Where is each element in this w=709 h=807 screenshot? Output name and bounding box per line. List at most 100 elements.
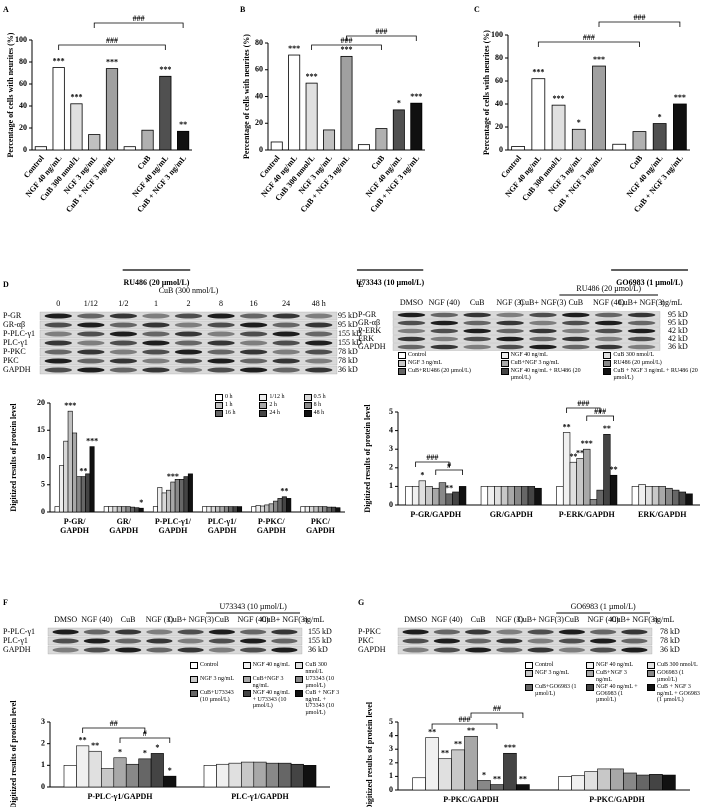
- legend-swatch: [190, 690, 198, 697]
- y-tick-label: 2: [389, 463, 393, 472]
- bar: [273, 500, 279, 513]
- row-label: PKC: [358, 636, 374, 645]
- lane-label: CuB: [470, 298, 485, 307]
- blot-band: [109, 349, 138, 355]
- blot-band: [272, 331, 300, 337]
- bar: [300, 506, 306, 513]
- blot-band: [496, 320, 524, 326]
- legend-swatch: [295, 662, 304, 669]
- blot-band: [465, 638, 492, 644]
- y-axis-title: Digitized results of protein level: [363, 404, 372, 513]
- lane-unit: ng/mL: [303, 615, 324, 624]
- bracket-label: #: [447, 461, 451, 470]
- blot-band: [207, 367, 235, 373]
- lane-label: 24: [282, 299, 290, 308]
- bar: [632, 131, 647, 151]
- legend-label: NGF 40 ng/mL: [596, 662, 634, 668]
- bar: [121, 506, 127, 513]
- significance-label: ***: [581, 439, 593, 448]
- blot-band: [463, 344, 491, 350]
- legend-swatch: [525, 670, 533, 677]
- blot-band: [562, 312, 590, 318]
- bar: [228, 762, 242, 788]
- significance-bracket: [431, 723, 498, 729]
- legend-item: Control: [525, 662, 583, 669]
- bar: [58, 465, 64, 513]
- legend-swatch: [525, 684, 533, 691]
- legend-label: CuB 300 nmol/L: [657, 662, 698, 668]
- bracket-label: ###: [106, 36, 118, 45]
- blot-band: [239, 358, 268, 364]
- y-tick-label: 2: [389, 758, 393, 767]
- legend-swatch: [398, 368, 406, 375]
- bracket-label: ##: [110, 719, 118, 728]
- legend-label: 0 h: [225, 394, 233, 400]
- legend-label: CuB+NGF 3 ng/mL: [252, 676, 284, 689]
- blot-band: [142, 358, 170, 364]
- bar: [88, 750, 102, 788]
- legend-swatch: [303, 410, 312, 417]
- blot-band: [177, 647, 204, 653]
- bar: [610, 768, 624, 791]
- bar: [425, 737, 439, 791]
- significance-label: ***: [70, 93, 82, 102]
- blot-band: [305, 331, 333, 337]
- blot-band: [77, 313, 105, 319]
- legend-label: RU486 (20 µmol/L): [613, 360, 662, 366]
- blot-band: [594, 344, 623, 350]
- lane-label: CuB: [215, 615, 230, 624]
- bar: [645, 486, 653, 506]
- row-label: P-GR: [3, 311, 22, 320]
- bar: [281, 496, 287, 513]
- lane-label: CuB: [471, 615, 486, 624]
- bar: [521, 486, 529, 506]
- bar: [268, 503, 274, 513]
- blot-band: [496, 344, 524, 350]
- blot-band: [271, 629, 298, 635]
- bar: [511, 146, 525, 151]
- significance-bracket: [537, 41, 640, 47]
- blot-band: [529, 320, 557, 326]
- bar: [673, 103, 687, 151]
- blot-band: [402, 647, 429, 653]
- row-label: P-PKC: [3, 347, 26, 356]
- lane-label: NGF (40): [81, 615, 113, 624]
- bar: [108, 506, 114, 513]
- legend-label: 0.5 h: [313, 394, 326, 400]
- blot-band: [433, 647, 460, 653]
- bar: [161, 492, 167, 513]
- blot-band: [271, 638, 298, 644]
- row-label: P-PLC-γ1: [3, 627, 35, 636]
- bar: [264, 504, 270, 513]
- row-size: 95 kD: [338, 311, 358, 320]
- blot-band: [465, 647, 492, 653]
- panel-label: E: [358, 280, 363, 289]
- legend-swatch: [500, 352, 509, 359]
- legend-swatch: [215, 402, 223, 409]
- blot-band: [305, 349, 333, 355]
- significance-label: **: [441, 749, 449, 758]
- row-label: GR-αβ: [3, 320, 25, 329]
- significance-label: *: [420, 471, 424, 480]
- blot-band: [590, 638, 617, 644]
- bar: [658, 486, 666, 506]
- x-tick-label: P-PKC/GAPDH: [443, 795, 499, 804]
- blot-band: [142, 340, 170, 346]
- panel-label: F: [3, 598, 8, 607]
- legend-item: CuB+NGF 3 ng/mL: [586, 670, 644, 683]
- lane-label: CuB: [565, 615, 580, 624]
- bar: [418, 480, 426, 506]
- legend-item: CuB + NGF 3 ng/mL + RU486 (20 µmol/L): [603, 368, 703, 381]
- y-tick-label: 0: [41, 507, 45, 516]
- bar: [432, 487, 440, 506]
- blot-band: [109, 340, 138, 346]
- lane-label: DMSO: [54, 615, 77, 624]
- bar: [551, 104, 566, 151]
- lane-label: CuB+ NGF(3): [520, 298, 567, 307]
- legend-swatch: [215, 394, 223, 401]
- legend-label: NGF 3 ng/mL: [200, 676, 235, 682]
- lane-label: NGF (3): [146, 615, 174, 624]
- bar: [202, 506, 208, 513]
- blot-band: [465, 629, 492, 635]
- blot-band: [627, 344, 656, 350]
